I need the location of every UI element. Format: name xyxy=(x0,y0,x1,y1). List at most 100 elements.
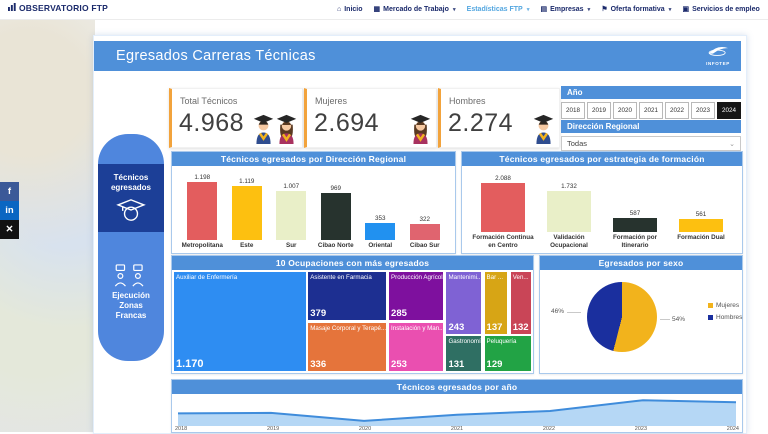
bar-cibao-norte[interactable] xyxy=(320,193,351,240)
share-facebook-button[interactable]: f xyxy=(0,182,19,201)
bar-value-label: 969 xyxy=(330,185,341,193)
nav-item-servicios-de-empleo[interactable]: ▣ Servicios de empleo xyxy=(682,6,759,13)
bar-metropolitana[interactable] xyxy=(187,182,218,240)
kpi-card-total-tecnicos: Total Técnicos 4.968 xyxy=(169,88,303,148)
nav-item-mercado-de-trabajo[interactable]: ▦ Mercado de Trabajo ▾ xyxy=(374,6,456,13)
year-button-2023[interactable]: 2023 xyxy=(691,102,715,119)
treemap-tile-ven[interactable]: Ven... 132 xyxy=(509,271,532,335)
bar-value-label: 2.088 xyxy=(495,175,511,182)
brand-text: OBSERVATORIO FTP xyxy=(19,3,108,13)
treemap-tile-name: Ven... xyxy=(512,274,529,281)
bar-value-label: 561 xyxy=(695,210,707,218)
treemap-tile-name: Instalación y Man... xyxy=(391,325,444,332)
treemap-tile-gastronomia[interactable]: Gastronomía 131 xyxy=(445,335,483,372)
page-title: Egresados Carreras Técnicas xyxy=(116,48,316,64)
year-button-2024[interactable]: 2024 xyxy=(717,102,741,119)
year-button-2018[interactable]: 2018 xyxy=(561,102,585,119)
infotep-logo-text: INFOTEP xyxy=(706,61,730,67)
nav-item-empresas[interactable]: ▤ Empresas ▾ xyxy=(540,6,590,13)
nav-item-oferta-formativa[interactable]: ⚑ Oferta formativa ▾ xyxy=(601,6,671,13)
x-axis-tick-2018: 2018 xyxy=(175,426,188,432)
bar-group-cibao-norte: 969 Cibao Norte xyxy=(314,185,359,250)
bar-group-formacion-dual: 561 Formación Dual xyxy=(668,211,734,250)
year-button-2019[interactable]: 2019 xyxy=(587,102,611,119)
treemap-tile-bar[interactable]: Bar ... 137 xyxy=(483,271,509,335)
flag-icon: ⚑ xyxy=(601,6,608,13)
treemap-tile-name: Bar ... xyxy=(486,274,504,281)
x-axis-tick-2023: 2023 xyxy=(634,426,648,432)
bar-formacion-continua-en-centro[interactable] xyxy=(480,183,526,232)
bar-este[interactable] xyxy=(231,185,262,240)
sidebar-item-ejecucion-zonas-francas[interactable]: Ejecución Zonas Francas xyxy=(98,264,164,321)
share-x-button[interactable]: ✕ xyxy=(0,220,19,239)
bar-group-sur: 1.007 Sur xyxy=(269,183,314,250)
year-button-2022[interactable]: 2022 xyxy=(665,102,689,119)
nav-item-label: Mercado de Trabajo xyxy=(383,6,449,13)
x-axis-tick-2019: 2019 xyxy=(266,426,280,432)
nav-item-label: Inicio xyxy=(344,6,363,13)
treemap-tile-name: Asistente en Farmacia xyxy=(310,274,372,281)
nav-item-estadisticas-ftp[interactable]: Estadísticas FTP ▾ xyxy=(467,6,530,13)
chart-title: Técnicos egresados por estrategia de for… xyxy=(462,152,742,166)
x-axis-tick-2021: 2021 xyxy=(450,426,464,432)
treemap-tile-value: 129 xyxy=(486,358,503,370)
bar-category-label: Formación por Itinerario xyxy=(612,234,658,249)
legend-item-mujeres[interactable]: Mujeres xyxy=(708,302,742,309)
chevron-down-icon: ▾ xyxy=(452,6,456,13)
bar-sur[interactable] xyxy=(276,191,307,240)
people-icon xyxy=(103,264,159,291)
nav-item-inicio[interactable]: ⌂ Inicio xyxy=(337,6,363,13)
chevron-down-icon: ▾ xyxy=(526,6,530,13)
year-button-2020[interactable]: 2020 xyxy=(613,102,637,119)
chevron-down-icon: ⌄ xyxy=(729,140,735,148)
pie-label-mujeres: 54% xyxy=(672,316,686,323)
year-filter-header: Año xyxy=(561,86,741,99)
pie-chart[interactable] xyxy=(587,282,657,352)
bar-oriental[interactable] xyxy=(365,222,396,240)
bar-chart-bars: 2.088 Formación Continua en Centro 1.732 Va… xyxy=(462,166,742,253)
legend-swatch xyxy=(708,303,713,308)
treemap-tile-asistente-en-farmacia[interactable]: Asistente en Farmacia 379 xyxy=(307,271,387,321)
bar-group-este: 1.119 Este xyxy=(225,178,270,250)
treemap-tile-value: 379 xyxy=(310,307,327,319)
bar-value-label: 1.119 xyxy=(239,177,255,185)
yearly-area-chart-panel: Técnicos egresados por año 2018 2019 2020 2… xyxy=(171,379,743,433)
regional-bar-chart-plot: 1.198 Metropolitana 1.119 Este 1.007 Sur 969 Ci… xyxy=(172,166,455,253)
area-chart-x-axis: 2018 2019 2020 2021 2022 2023 2024 xyxy=(172,426,742,432)
chart-title: 10 Ocupaciones con más egresados xyxy=(172,256,533,270)
bar-formacion-por-itinerario[interactable] xyxy=(612,218,658,232)
legend-item-hombres[interactable]: Hombres xyxy=(708,314,742,321)
infotep-logo: INFOTEP xyxy=(705,45,731,67)
home-icon: ⌂ xyxy=(337,6,342,13)
sidebar-item-tecnicos-egresados[interactable]: Técnicos egresados xyxy=(98,164,164,232)
graduate-cap-icon xyxy=(103,198,159,225)
bar-group-metropolitana: 1.198 Metropolitana xyxy=(180,174,225,250)
bar-cibao-sur[interactable] xyxy=(409,224,440,240)
nav-item-label: Oferta formativa xyxy=(610,6,665,13)
bar-formacion-dual[interactable] xyxy=(678,218,724,232)
treemap-tile-produccion-agricola[interactable]: Producción Agrícola 285 xyxy=(388,271,445,321)
topnav-items: ⌂ Inicio ▦ Mercado de Trabajo ▾ Estadísticas … xyxy=(337,0,768,19)
x-axis-tick-2020: 2020 xyxy=(358,426,372,432)
graduate-male-icon xyxy=(532,114,555,144)
treemap-tile-mantenimi[interactable]: Mantenimi... 243 xyxy=(445,271,483,335)
bar-category-label: Oriental xyxy=(368,242,393,249)
bar-value-label: 1.732 xyxy=(561,183,577,191)
occupations-treemap-plot: Auxiliar de Enfermería 1.170 Asistente en … xyxy=(173,271,532,372)
treemap-tile-instalacion-y-man[interactable]: Instalación y Man... 253 xyxy=(388,322,445,372)
treemap-tile-name: Peluquería xyxy=(486,338,517,346)
share-linkedin-button[interactable]: in xyxy=(0,201,19,220)
year-button-2021[interactable]: 2021 xyxy=(639,102,663,119)
dashboard-title-bar: Egresados Carreras Técnicas INFOTEP xyxy=(94,41,741,71)
treemap-tile-value: 137 xyxy=(486,321,503,333)
bar-validacion-ocupacional[interactable] xyxy=(546,191,592,232)
treemap-tile-masaje-corporal-y-terape[interactable]: Masaje Corporal y Terapé... 336 xyxy=(307,322,387,372)
treemap-tile-peluqueria[interactable]: Peluquería 129 xyxy=(483,335,532,372)
treemap-tile-auxiliar-de-enfermeria[interactable]: Auxiliar de Enfermería 1.170 xyxy=(173,271,307,372)
region-dropdown[interactable]: Todas ⌄ xyxy=(561,136,741,151)
region-dropdown-value: Todas xyxy=(567,139,588,148)
bar-chart-bars: 1.198 Metropolitana 1.119 Este 1.007 Sur 969 Ci… xyxy=(172,166,455,253)
chevron-down-icon: ▾ xyxy=(668,6,672,13)
observatorio-brand[interactable]: OBSERVATORIO FTP xyxy=(8,3,108,13)
graduate-female-icon xyxy=(409,114,432,144)
